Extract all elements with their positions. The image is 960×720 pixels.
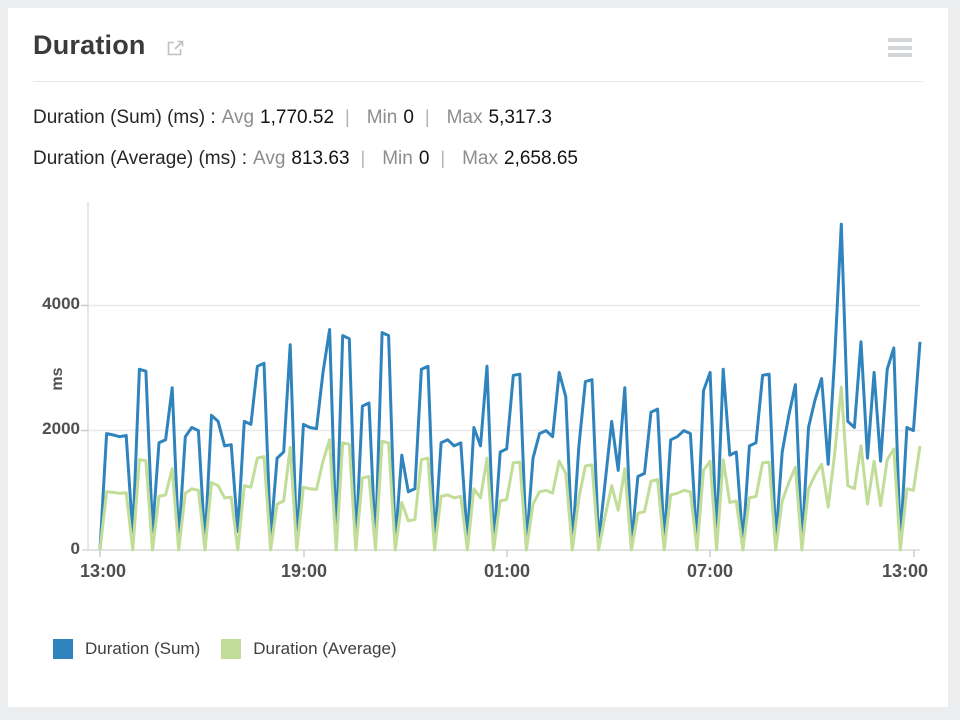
stat-avg-label: Avg [221,107,255,128]
stat-avg-value: 1,770.52 [260,107,335,128]
series-line-sum [98,222,922,551]
stat-min-value: 0 [403,107,414,128]
chart-plot-area [81,202,922,557]
stat-separator: | [360,148,366,168]
stat-max-value: 5,317.3 [488,107,552,128]
legend-label-average: Duration (Average) [253,639,397,658]
stat-min-value: 0 [418,148,430,169]
header-divider [33,81,923,82]
stats-summary: Duration (Sum) (ms) : Avg 1,770.52 | Min 0 | Ma… [33,107,578,189]
widget-title: Duration [33,30,146,60]
stat-avg-label: Avg [253,148,286,169]
stat-max-label: Max [462,148,499,169]
y-tick-label-2000: 2000 [42,419,80,438]
stat-max-label: Max [446,107,483,128]
y-tick-label-4000: 4000 [42,294,80,313]
duration-line-chart[interactable]: 4000 2000 0 ms 13:00 19:00 01:00 07:00 1… [8,190,948,620]
stat-metric-label: Duration (Average) (ms) : [33,148,247,169]
legend-item-average[interactable]: Duration (Average) [221,639,397,659]
x-tick-label-1300a: 13:00 [79,561,127,581]
chart-legend: Duration (Sum) Duration (Average) [53,639,418,659]
stat-min-label: Min [382,148,413,169]
legend-swatch-average [221,639,242,659]
duration-widget-card: Duration Duration (Sum) (ms) : Avg 1,770.5… [8,8,948,707]
widget-header: Duration [8,8,948,82]
stat-metric-label: Duration (Sum) (ms) : [33,107,216,128]
series-line-average [98,385,922,552]
stat-separator: | [345,107,350,127]
legend-item-sum[interactable]: Duration (Sum) [53,639,200,659]
stat-separator: | [424,107,430,127]
stat-row-average: Duration (Average) (ms) : Avg 813.63 | Min 0 |… [33,148,578,170]
x-tick-label-1900: 19:00 [280,561,328,581]
stat-min-label: Min [366,107,398,128]
legend-swatch-sum [53,639,73,659]
stat-separator: | [440,148,446,168]
menu-icon[interactable] [888,38,912,57]
x-tick-label-0100: 01:00 [483,561,531,581]
x-tick-label-1300b: 13:00 [881,561,929,581]
legend-label-sum: Duration (Sum) [85,639,201,658]
stat-max-value: 2,658.65 [504,148,578,169]
x-tick-label-0700: 07:00 [686,561,734,581]
external-link-icon[interactable] [165,38,186,59]
stat-avg-value: 813.63 [291,148,350,169]
y-axis-title: ms [49,367,66,391]
y-tick-label-0: 0 [70,539,80,558]
stat-row-sum: Duration (Sum) (ms) : Avg 1,770.52 | Min 0 | Ma… [33,107,578,129]
